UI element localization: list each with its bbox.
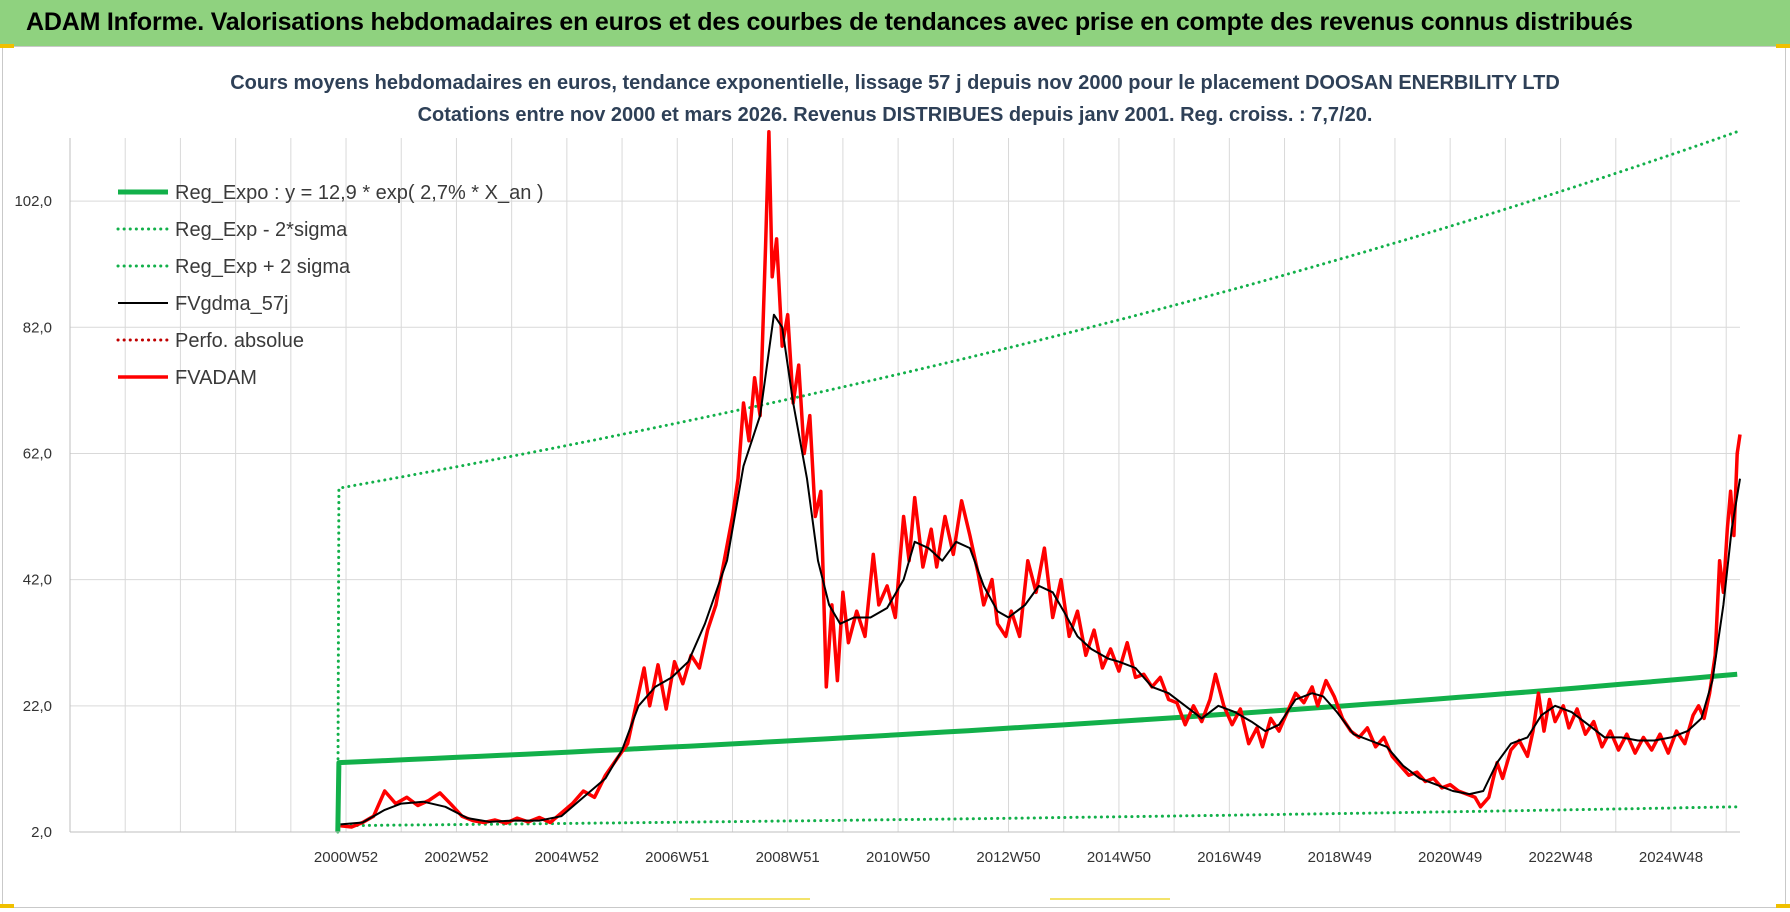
y-tick-label: 102,0 (14, 193, 52, 210)
x-tick-label: 2020W49 (1418, 849, 1482, 866)
legend-label: Reg_Expo : y = 12,9 * exp( 2,7% * X_an ) (175, 182, 544, 204)
chart-title: Cours moyens hebdomadaires en euros, ten… (230, 72, 1560, 94)
legend-label: Reg_Exp + 2 sigma (175, 256, 351, 278)
chart-frame (2, 46, 1786, 908)
x-tick-label: 2008W51 (756, 849, 820, 866)
legend-label: Reg_Exp - 2*sigma (175, 219, 348, 241)
corner-mark-left (0, 44, 14, 48)
x-tick-label: 2000W52 (314, 849, 378, 866)
y-tick-label: 2,0 (31, 824, 52, 841)
legend-label: Perfo. absolue (175, 330, 304, 352)
corner-mark-right (1776, 44, 1790, 48)
x-tick-label: 2004W52 (535, 849, 599, 866)
x-tick-label: 2006W51 (645, 849, 709, 866)
series-line-2 (336, 130, 1739, 834)
x-tick-label: 2010W50 (866, 849, 930, 866)
footer-accent-1 (690, 898, 810, 900)
x-tick-label: 2022W48 (1528, 849, 1592, 866)
y-tick-label: 22,0 (23, 698, 52, 715)
legend-label: FVADAM (175, 367, 257, 389)
report-banner: ADAM Informe. Valorisations hebdomadaire… (0, 0, 1790, 47)
y-tick-label: 82,0 (23, 319, 52, 336)
footer-accent-2 (1050, 898, 1170, 900)
corner-mark-bottom-left (0, 904, 14, 908)
x-tick-label: 2018W49 (1308, 849, 1372, 866)
series-line-3 (340, 313, 1741, 826)
y-tick-label: 42,0 (23, 572, 52, 589)
x-tick-label: 2014W50 (1087, 849, 1151, 866)
series-line-0 (335, 671, 1738, 833)
series-line-5 (340, 129, 1742, 829)
x-tick-label: 2002W52 (424, 849, 488, 866)
x-tick-label: 2012W50 (976, 849, 1040, 866)
x-tick-label: 2024W48 (1639, 849, 1703, 866)
series-line-1 (337, 805, 1739, 828)
chart-subtitle: Cotations entre nov 2000 et mars 2026. R… (417, 104, 1373, 126)
y-tick-label: 62,0 (23, 445, 52, 462)
corner-mark-bottom-right (1776, 904, 1790, 908)
x-tick-label: 2016W49 (1197, 849, 1261, 866)
banner-title: ADAM Informe. Valorisations hebdomadaire… (26, 8, 1633, 36)
legend-label: FVgdma_57j (175, 293, 288, 315)
